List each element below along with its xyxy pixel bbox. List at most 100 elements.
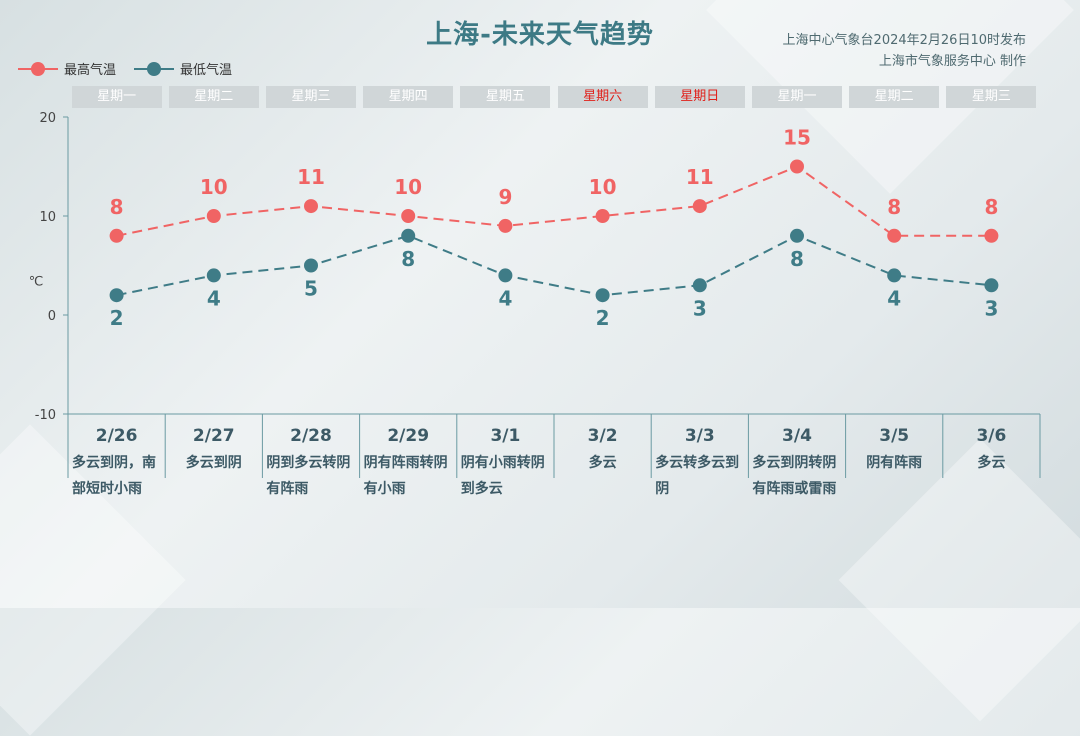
forecast-date: 3/5 xyxy=(879,426,910,446)
forecast-day: 2/27 多云到阴 xyxy=(165,418,262,476)
forecast-date: 3/4 xyxy=(782,426,812,446)
low-temp-data-label: 3 xyxy=(693,296,707,320)
legend-item-high: 最高气温 xyxy=(18,59,116,78)
forecast-day: 3/1 阴有小雨转阴到多云 xyxy=(457,418,554,502)
forecast-weather: 多云 xyxy=(588,455,617,471)
forecast-day: 2/28 阴到多云转阴有阵雨 xyxy=(262,418,359,502)
low-temp-point xyxy=(401,228,416,243)
y-tick-label: 10 xyxy=(39,210,56,225)
forecast-day: 2/26 多云到阴，南部短时小雨 xyxy=(68,418,165,502)
weekday-row: 星期一 星期二 星期三 星期四 星期五 星期六 星期日 星期一 星期二 星期三 xyxy=(0,86,1080,108)
high-temp-data-label: 10 xyxy=(589,175,617,199)
forecast-day: 3/4 多云到阴转阴有阵雨或雷雨 xyxy=(748,418,845,502)
issuer-info: 上海中心气象台2024年2月26日10时发布 上海市气象服务中心 制作 xyxy=(783,30,1026,72)
forecast-date: 3/3 xyxy=(684,426,715,446)
high-temp-point xyxy=(304,199,318,214)
forecast-day: 3/6 多云 xyxy=(943,418,1040,476)
legend-low-label: 最低气温 xyxy=(180,63,233,78)
legend-high-label: 最高气温 xyxy=(64,63,117,78)
low-temp-point xyxy=(595,288,610,303)
high-temp-data-label: 11 xyxy=(297,165,325,189)
high-temp-point xyxy=(109,228,124,243)
forecast-day: 3/5 阴有阵雨 xyxy=(846,418,943,476)
high-temp-point xyxy=(401,209,416,223)
low-temp-data-label: 4 xyxy=(498,286,512,310)
forecast-day: 3/3 多云转多云到阴 xyxy=(651,418,748,502)
forecast-weather: 多云转多云到阴 xyxy=(655,455,740,497)
high-temp-point xyxy=(984,228,999,243)
low-temp-data-label: 8 xyxy=(790,247,804,271)
weekday-label: 星期二 xyxy=(849,86,940,108)
high-temp-point xyxy=(206,209,221,223)
chart-legend: 最高气温 最低气温 xyxy=(18,59,232,78)
y-tick-label: 0 xyxy=(48,309,56,324)
y-axis-label: ℃ xyxy=(29,274,44,289)
weekday-label: 星期一 xyxy=(71,86,162,108)
forecast-weather: 多云 xyxy=(977,455,1006,471)
low-temp-point xyxy=(692,278,707,293)
forecast-weather: 阴有阵雨转阴有小雨 xyxy=(363,455,448,497)
issuer-line-2: 上海市气象服务中心 制作 xyxy=(878,54,1026,69)
high-temp-point xyxy=(595,209,610,223)
low-temp-point xyxy=(984,278,999,293)
y-tick-label: -10 xyxy=(35,408,56,423)
high-temp-line xyxy=(116,165,992,237)
forecast-weather: 阴到多云转阴有阵雨 xyxy=(266,455,351,497)
forecast-weather: 阴有阵雨 xyxy=(866,455,923,471)
weekday-label: 星期三 xyxy=(266,86,356,108)
high-temp-data-label: 8 xyxy=(887,195,901,219)
high-temp-data-label: 8 xyxy=(984,195,998,219)
high-temp-data-label: 11 xyxy=(686,165,714,189)
low-temp-data-label: 8 xyxy=(401,247,415,271)
low-temp-line xyxy=(116,234,992,297)
legend-low-marker xyxy=(134,61,175,76)
high-temp-point xyxy=(498,218,513,233)
forecast-weather: 阴有小雨转阴到多云 xyxy=(460,455,545,497)
forecast-day: 3/2 多云 xyxy=(554,418,651,476)
weekday-label: 星期五 xyxy=(460,86,551,108)
low-temp-point xyxy=(498,268,513,283)
low-temp-point xyxy=(109,288,124,303)
low-temp-data-label: 2 xyxy=(596,306,610,330)
high-temp-data-label: 9 xyxy=(498,185,512,209)
low-temp-data-label: 2 xyxy=(110,306,124,330)
low-temp-point xyxy=(304,258,318,273)
high-temp-point xyxy=(887,228,902,243)
forecast-weather: 多云到阴转阴有阵雨或雷雨 xyxy=(752,455,837,497)
low-temp-point xyxy=(206,268,221,283)
weekday-label: 星期三 xyxy=(946,86,1037,108)
weekday-label: 星期日 xyxy=(654,86,745,108)
forecast-weather: 多云到阴 xyxy=(185,455,242,471)
low-temp-data-label: 5 xyxy=(304,277,318,301)
low-temp-data-label: 4 xyxy=(887,286,901,310)
high-temp-data-label: 15 xyxy=(783,126,811,150)
chart-title: 上海-未来天气趋势 xyxy=(426,20,654,50)
forecast-date: 3/1 xyxy=(490,426,521,446)
forecast-date: 3/6 xyxy=(976,426,1007,446)
forecast-weather: 多云到阴，南部短时小雨 xyxy=(72,455,156,497)
high-temp-point xyxy=(692,199,707,214)
high-temp-point xyxy=(790,159,804,174)
low-temp-data-label: 3 xyxy=(984,296,998,320)
issuer-line-1: 上海中心气象台2024年2月26日10时发布 xyxy=(782,33,1026,48)
weekday-label: 星期一 xyxy=(752,86,842,108)
high-temp-data-label: 10 xyxy=(394,175,422,199)
forecast-date: 2/28 xyxy=(290,426,332,446)
weekday-label: 星期六 xyxy=(557,86,648,108)
forecast-date: 2/29 xyxy=(387,426,430,446)
weekday-label: 星期二 xyxy=(168,86,259,108)
high-temp-data-label: 10 xyxy=(200,175,228,199)
low-temp-point xyxy=(887,268,902,283)
legend-item-low: 最低气温 xyxy=(134,59,232,78)
weekday-label: 星期四 xyxy=(363,86,454,108)
low-temp-point xyxy=(790,228,804,243)
high-temp-data-label: 8 xyxy=(110,195,124,219)
forecast-date: 2/27 xyxy=(192,426,235,446)
y-tick-label: 20 xyxy=(39,111,56,126)
forecast-day: 2/29 阴有阵雨转阴有小雨 xyxy=(360,418,457,502)
temperature-line-chart: -10 0 10 20 ℃ 8 10 11 10 9 10 11 15 8 8 2 4 5 8 4 2 3 8 4 3 xyxy=(29,111,1041,478)
low-temp-data-label: 4 xyxy=(207,286,221,310)
legend-high-marker xyxy=(18,61,58,76)
forecast-date: 3/2 xyxy=(587,426,618,446)
forecast-date: 2/26 xyxy=(95,426,138,446)
